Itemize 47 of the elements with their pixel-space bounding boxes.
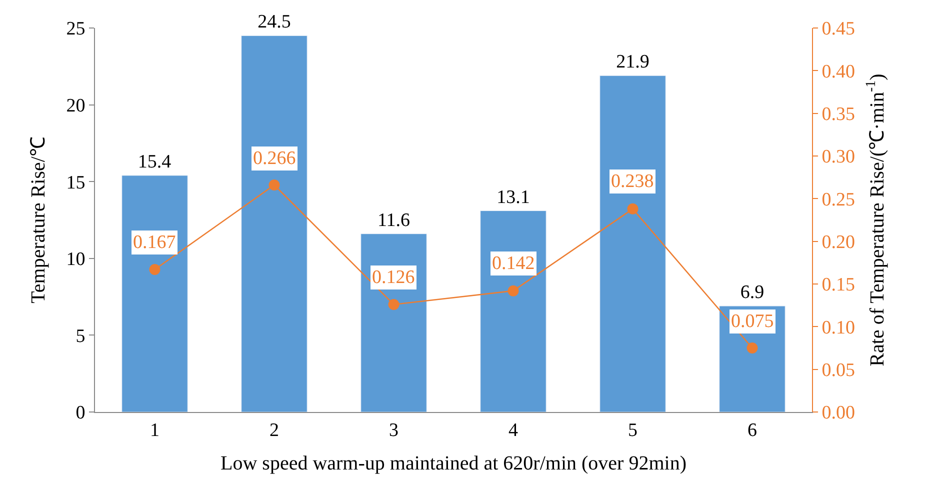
x-tick-label: 2 xyxy=(270,420,279,441)
y2-tick-label: 0.10 xyxy=(822,317,856,338)
point xyxy=(388,298,400,310)
data-label: 0.142 xyxy=(492,253,535,274)
x-tick-label: 4 xyxy=(508,420,518,441)
bar xyxy=(480,210,546,412)
y-tick-label: 10 xyxy=(66,249,86,270)
point xyxy=(746,342,758,354)
y-tick-label: 15 xyxy=(66,172,86,194)
y-tick-label: 25 xyxy=(66,18,86,40)
y2-tick-label: 0.35 xyxy=(822,104,856,125)
y2-tick-label: 0.00 xyxy=(822,402,856,424)
data-label: 15.4 xyxy=(138,151,172,172)
point xyxy=(268,180,280,191)
data-label: 0.266 xyxy=(253,148,296,169)
point xyxy=(508,285,519,296)
x-tick-label: 5 xyxy=(628,420,638,441)
y-tick-label: 20 xyxy=(66,95,86,116)
y2-tick-label: 0.40 xyxy=(822,61,856,82)
bar xyxy=(600,75,666,412)
bar xyxy=(360,234,427,412)
y2-tick-label: 0.25 xyxy=(822,189,856,210)
x-axis-title: Low speed warm-up maintained at 620r/min (over 92min) xyxy=(220,452,686,474)
x-tick-label: 1 xyxy=(150,420,160,441)
data-label: 0.075 xyxy=(731,311,774,332)
y2-tick-label: 0.20 xyxy=(822,232,856,253)
y2-tick-label: 0.45 xyxy=(822,18,856,40)
point xyxy=(627,203,638,214)
y-axis-title: Temperature Rise/℃ xyxy=(28,136,50,304)
data-label: 24.5 xyxy=(258,12,291,33)
data-label: 11.6 xyxy=(377,210,410,231)
data-label: 21.9 xyxy=(616,52,650,73)
y-tick-label: 5 xyxy=(76,326,86,347)
x-tick-label: 6 xyxy=(748,420,757,441)
data-label: 0.238 xyxy=(611,171,654,192)
y-tick-label: 0 xyxy=(76,402,86,424)
x-tick-label: 3 xyxy=(389,420,398,441)
point xyxy=(149,264,160,275)
data-label: 13.1 xyxy=(496,186,530,208)
y2-tick-label: 0.30 xyxy=(822,146,856,168)
bar xyxy=(122,175,188,412)
y2-tick-label: 0.05 xyxy=(822,360,856,381)
data-label: 0.126 xyxy=(372,267,415,288)
bar xyxy=(241,35,308,412)
data-label: 6.9 xyxy=(740,282,764,304)
data-label: 0.167 xyxy=(133,232,176,253)
y2-tick-label: 0.15 xyxy=(822,274,856,296)
